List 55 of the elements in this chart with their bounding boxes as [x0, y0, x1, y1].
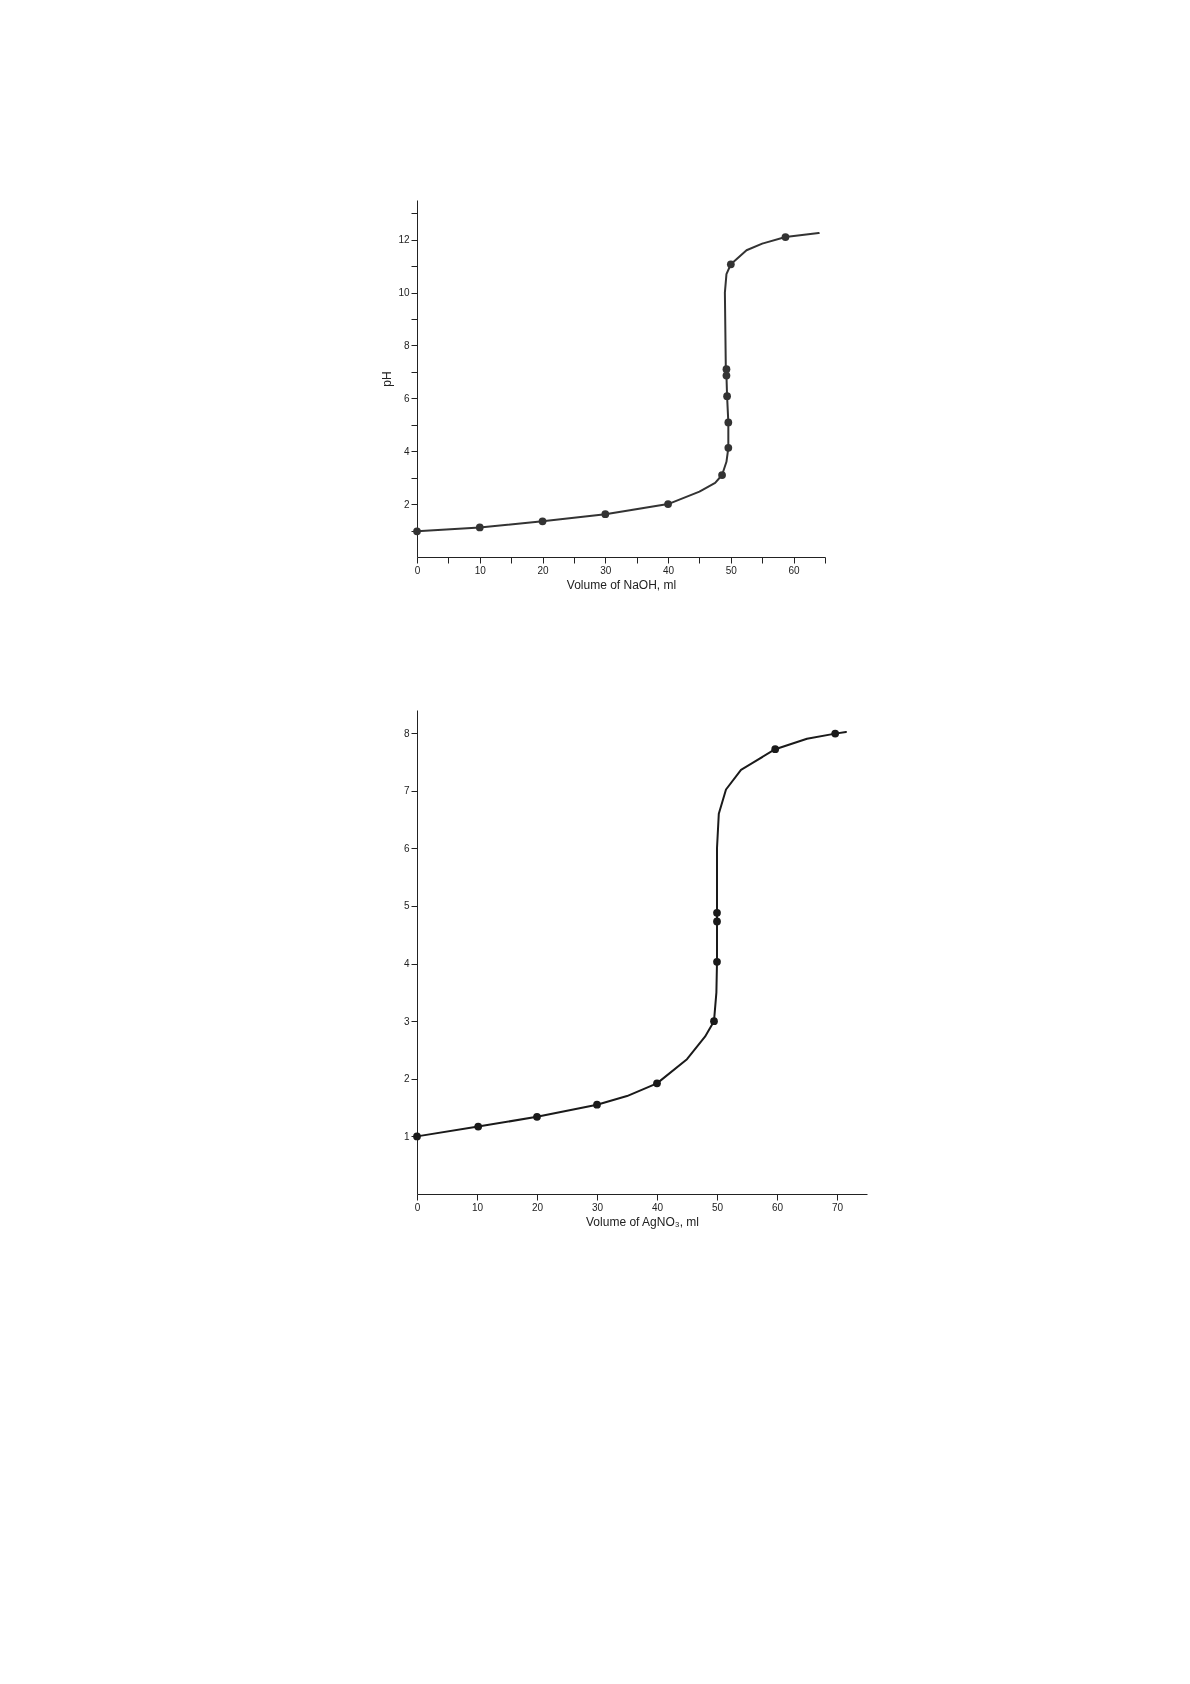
point [713, 917, 721, 926]
x-tick-label: 30 [591, 1201, 604, 1213]
x-tick-label: 40 [651, 1201, 664, 1213]
x-tick-label: 10 [471, 1201, 484, 1213]
point [710, 1017, 718, 1026]
point [724, 418, 733, 427]
x-tick-label: 60 [771, 1201, 784, 1213]
point [713, 957, 721, 966]
x-tick-label: 0 [414, 564, 421, 576]
point [413, 527, 421, 536]
point [474, 1122, 483, 1131]
y-tick-label: 3 [403, 1015, 410, 1027]
point [664, 500, 672, 508]
x-tick-label: 50 [711, 1201, 724, 1213]
point [781, 233, 790, 241]
point [771, 745, 780, 754]
y-tick-label: 10 [398, 287, 410, 299]
y-tick-label: 5 [403, 900, 410, 912]
y-tick-label: 7 [403, 785, 410, 797]
x-tick-label: 20 [531, 1201, 544, 1213]
point [722, 365, 731, 374]
y-tick-label: 6 [403, 392, 410, 404]
y-tick-label: 6 [403, 842, 410, 854]
point [653, 1079, 661, 1088]
point [718, 471, 726, 479]
x-tick-label: 50 [725, 564, 738, 576]
point [538, 517, 547, 526]
x-tick-label: 70 [831, 1201, 844, 1213]
point [713, 908, 721, 917]
y-tick-label: 4 [403, 445, 410, 457]
x-tick-label: 30 [600, 564, 612, 576]
x-tick-label: 20 [537, 564, 550, 576]
y-tick-label: 8 [403, 727, 410, 739]
x-tick-label: 10 [474, 564, 487, 576]
y-axis-title: pH [380, 371, 395, 387]
y-tick-label: 8 [403, 339, 410, 351]
point [723, 392, 731, 401]
point [475, 523, 484, 532]
point [593, 1100, 601, 1109]
y-tick-label: 2 [403, 1073, 410, 1085]
point [724, 443, 733, 452]
y-tick-label: 1 [403, 1130, 410, 1142]
y-tick-label: 2 [403, 498, 410, 510]
point [533, 1112, 541, 1121]
x-axis-title: Volume of AgNO₃, ml [586, 1214, 699, 1229]
x-tick-label: 0 [414, 1201, 421, 1213]
point [601, 510, 610, 519]
point [831, 729, 840, 738]
x-tick-label: 40 [663, 564, 675, 576]
x-axis-title: Volume of NaOH, ml [566, 577, 677, 592]
y-tick-label: 4 [403, 958, 410, 970]
point [413, 1132, 421, 1141]
y-tick-label: 12 [398, 234, 410, 246]
point [726, 260, 735, 269]
x-tick-label: 60 [788, 564, 801, 576]
